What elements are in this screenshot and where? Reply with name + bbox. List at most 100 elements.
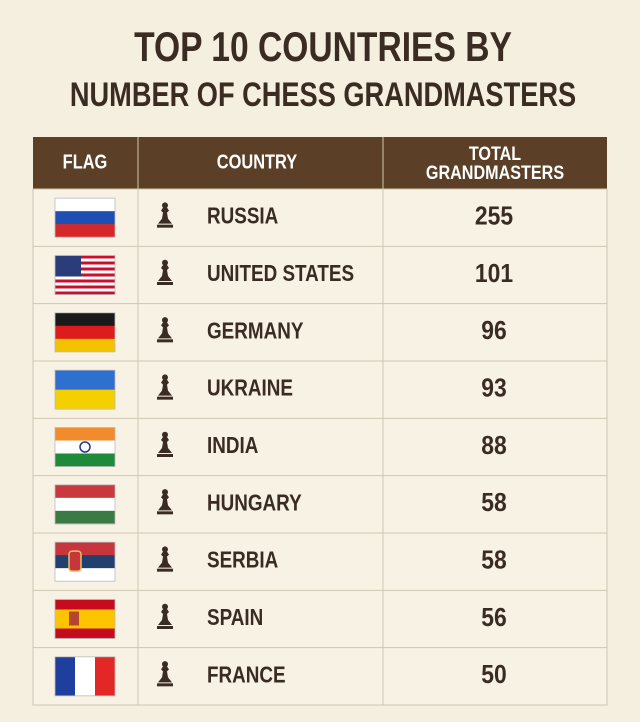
- flag-border: [54, 197, 116, 238]
- flag: [54, 484, 116, 525]
- subtitle: NUMBER OF CHESS GRANDMASTERS: [70, 76, 576, 114]
- country-name: RUSSIA: [207, 203, 278, 229]
- flag-border: [54, 599, 116, 639]
- flag-stripe: [55, 568, 115, 582]
- chess-piece-base: [157, 282, 173, 285]
- chess-piece-icon: [157, 259, 173, 285]
- flag: [54, 255, 116, 295]
- flag-stripe: [55, 312, 115, 327]
- flag-emblem: [68, 550, 82, 572]
- chess-piece-base: [157, 454, 173, 457]
- flag: [54, 427, 116, 467]
- chess-piece: [158, 317, 172, 339]
- flag-border: [54, 427, 116, 467]
- flag-stripe: [55, 609, 115, 629]
- flag-border: [54, 484, 116, 525]
- flag-stripe: [55, 211, 115, 225]
- flag-stripe: [55, 258, 115, 262]
- country-name: HUNGARY: [207, 489, 302, 515]
- flag-border: [54, 312, 116, 353]
- flag-wheel: [79, 441, 91, 453]
- table-body-bg: [32, 188, 608, 706]
- flag: [54, 197, 116, 238]
- country-name: UKRAINE: [207, 375, 293, 401]
- flag-stripe: [55, 497, 115, 512]
- country-name: FRANCE: [207, 661, 286, 687]
- flag-border: [54, 541, 116, 582]
- chess-piece-icon: [157, 374, 173, 400]
- chess-piece: [158, 374, 172, 396]
- flag-stripe: [55, 542, 115, 556]
- flag-stripe: [55, 224, 115, 238]
- flag-stripe: [55, 276, 115, 280]
- flag-stripe: [55, 270, 115, 274]
- grandmaster-count: 56: [481, 602, 506, 632]
- flag-stripe: [55, 282, 115, 286]
- header-cell: TOTAL GRANDMASTERS: [425, 144, 565, 184]
- chess-piece-icon: [157, 546, 173, 572]
- chess-piece-base: [157, 396, 173, 400]
- flag-border: [54, 656, 116, 697]
- header-cell: FLAG: [63, 151, 108, 173]
- flag-border: [54, 255, 116, 295]
- grandmaster-count: 88: [481, 430, 506, 460]
- grandmaster-count: 101: [475, 258, 513, 288]
- flag-stripe: [55, 325, 115, 340]
- flag-stripe: [55, 338, 115, 353]
- flag-stripe: [55, 285, 115, 289]
- flag-stripe: [55, 427, 115, 441]
- grandmaster-count: 255: [475, 201, 513, 231]
- chess-piece: [158, 661, 172, 683]
- flag: [54, 312, 116, 353]
- flag-stripe: [55, 453, 115, 467]
- grandmaster-count: 93: [481, 373, 506, 403]
- flag-stripe: [55, 389, 115, 410]
- table-header-bg: [33, 137, 607, 189]
- grandmaster-count: 50: [481, 659, 506, 689]
- chess-piece: [158, 202, 172, 224]
- flag-stripe: [55, 288, 115, 292]
- flag-stripe: [55, 440, 115, 454]
- chess-piece: [158, 603, 172, 625]
- flag: [54, 599, 116, 639]
- flag-stripe: [55, 279, 115, 283]
- header-cell-wrap: TOTAL GRANDMASTERS: [425, 144, 565, 184]
- flag-stripe: [55, 484, 115, 499]
- chess-piece: [158, 546, 172, 568]
- chess-piece-base: [157, 568, 173, 572]
- chess-piece-base: [157, 224, 173, 228]
- chess-piece: [158, 259, 172, 281]
- chess-piece-icon: [157, 317, 173, 343]
- country-name: GERMANY: [207, 317, 303, 343]
- flag-stripe: [55, 656, 75, 696]
- country-name: INDIA: [207, 432, 258, 458]
- flag: [54, 369, 116, 410]
- chess-piece-base: [157, 626, 173, 629]
- chess-piece-icon: [157, 661, 173, 687]
- country-name: UNITED STATES: [207, 260, 354, 286]
- flag-stripe: [75, 656, 95, 696]
- flag-stripe: [55, 370, 115, 390]
- flag-stripe: [55, 264, 115, 268]
- chess-piece-icon: [157, 489, 173, 515]
- chess-piece: [158, 431, 172, 453]
- flag-stripe: [55, 255, 115, 259]
- flag-stripe: [55, 555, 115, 569]
- flag-stripe: [55, 291, 115, 295]
- flag-border: [54, 369, 116, 410]
- title: TOP 10 COUNTRIES BY: [134, 23, 512, 70]
- flag-stripe: [55, 261, 115, 265]
- chess-piece-base: [157, 511, 173, 515]
- flag-emblem: [69, 611, 79, 626]
- chess-piece-icon: [157, 431, 173, 457]
- grandmaster-count: 58: [481, 545, 506, 575]
- chess-piece-icon: [157, 202, 173, 228]
- country-name: SERBIA: [207, 547, 278, 573]
- chess-piece-icon: [157, 603, 173, 629]
- flag: [54, 656, 116, 697]
- grandmaster-count: 58: [481, 487, 506, 517]
- flag-stripe: [55, 273, 115, 277]
- flag: [54, 541, 116, 582]
- grandmaster-count: 96: [481, 315, 506, 345]
